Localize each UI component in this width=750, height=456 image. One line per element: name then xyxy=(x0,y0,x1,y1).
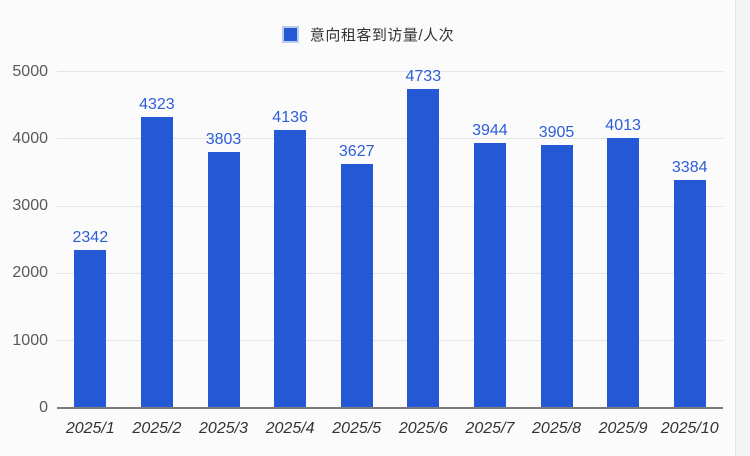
xtick-label-2025-1: 2025/1 xyxy=(65,420,115,437)
ytick-label-1000: 1000 xyxy=(12,331,48,349)
gridline-5000 xyxy=(57,71,723,72)
bar-value-label-2025-8: 3905 xyxy=(538,124,575,142)
bar-2025-3[interactable] xyxy=(207,152,240,407)
bar-2025-6[interactable] xyxy=(407,89,440,407)
legend-label: 意向租客到访量/人次 xyxy=(309,27,455,44)
xtick-label-2025-6: 2025/6 xyxy=(398,420,448,437)
bar-value-label-2025-4: 4136 xyxy=(272,108,308,126)
bar-value-label-2025-6: 4733 xyxy=(405,68,442,86)
gridline-2000 xyxy=(57,272,723,274)
x-axis-line xyxy=(57,407,723,409)
bar-value-label-2025-9: 4013 xyxy=(605,116,641,134)
legend-swatch-icon xyxy=(281,26,299,43)
legend-item[interactable]: 意向租客到访量/人次 xyxy=(0,24,736,45)
ytick-label-5000: 5000 xyxy=(12,62,48,80)
xtick-label-2025-10: 2025/10 xyxy=(660,420,719,437)
bar-2025-2[interactable] xyxy=(140,117,173,407)
ytick-label-4000: 4000 xyxy=(12,129,48,147)
bar-2025-8[interactable] xyxy=(540,145,573,407)
bar-value-label-2025-2: 4323 xyxy=(139,96,175,114)
xtick-label-2025-4: 2025/4 xyxy=(265,420,315,437)
bar-2025-4[interactable] xyxy=(274,129,307,407)
bar-value-label-2025-1: 2342 xyxy=(72,229,109,247)
bar-2025-9[interactable] xyxy=(607,137,640,407)
xtick-label-2025-2: 2025/2 xyxy=(132,420,182,437)
panel-edge xyxy=(735,0,750,456)
bar-2025-1[interactable] xyxy=(74,250,107,407)
gridline-4000 xyxy=(57,138,723,140)
xtick-label-2025-9: 2025/9 xyxy=(598,420,648,437)
ytick-label-3000: 3000 xyxy=(12,197,48,215)
ytick-label-0: 0 xyxy=(39,399,48,416)
gridline-3000 xyxy=(57,205,723,207)
bar-2025-10[interactable] xyxy=(673,180,706,407)
bar-2025-7[interactable] xyxy=(473,142,506,407)
bar-value-label-2025-3: 3803 xyxy=(205,131,242,149)
gridline-1000 xyxy=(57,340,723,342)
bar-value-label-2025-10: 3384 xyxy=(671,159,708,177)
xtick-label-2025-5: 2025/5 xyxy=(332,420,382,437)
xtick-label-2025-3: 2025/3 xyxy=(199,420,248,437)
bar-value-label-2025-7: 3944 xyxy=(472,121,508,139)
bar-2025-5[interactable] xyxy=(340,163,373,407)
bar-value-label-2025-5: 3627 xyxy=(338,142,375,160)
xtick-label-2025-8: 2025/8 xyxy=(532,420,581,437)
xtick-label-2025-7: 2025/7 xyxy=(465,420,515,437)
ytick-label-2000: 2000 xyxy=(12,264,48,282)
